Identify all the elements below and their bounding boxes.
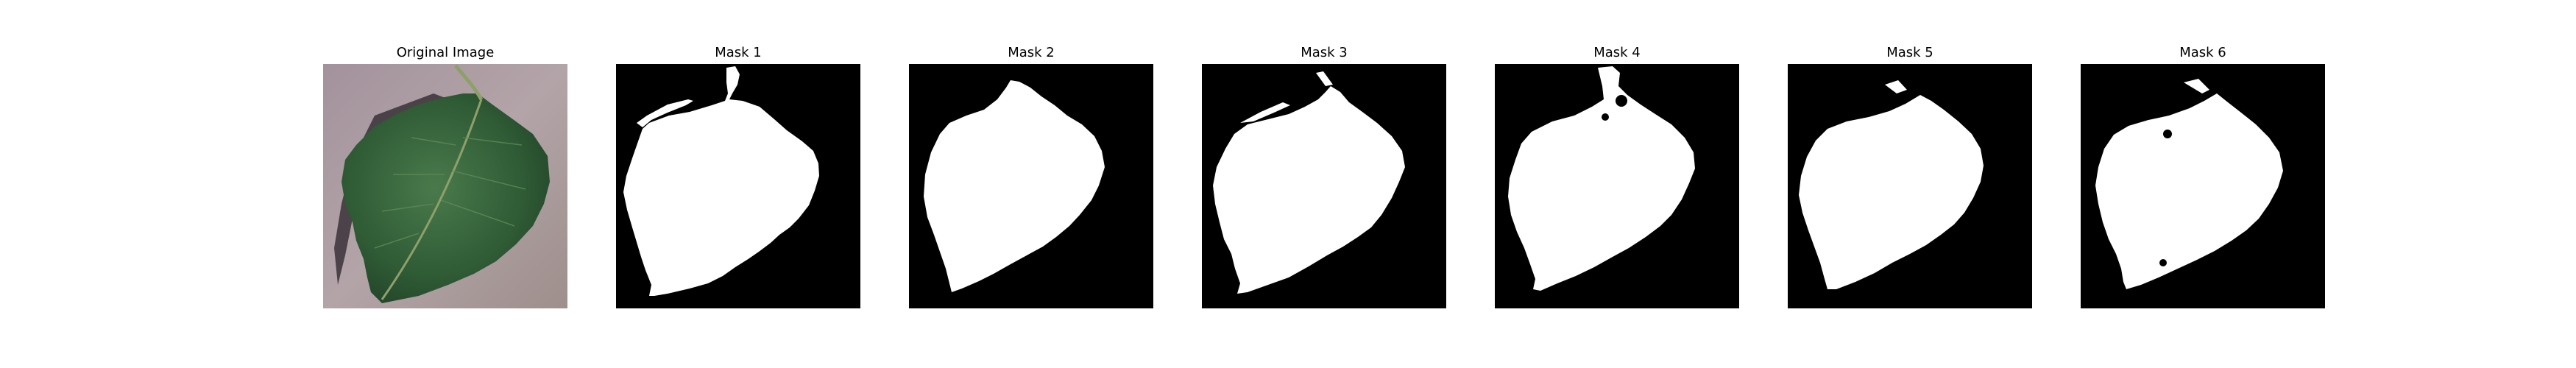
original-image	[323, 64, 567, 308]
panel-title-mask-3: Mask 3	[1301, 45, 1348, 60]
mask-3-shape	[1202, 64, 1446, 308]
mask-1-shape	[616, 64, 860, 308]
mask-6	[2081, 64, 2325, 308]
leaf-photo	[323, 64, 567, 308]
mask-4-shape	[1495, 64, 1739, 308]
mask-5	[1788, 64, 2032, 308]
panel-title-mask-4: Mask 4	[1593, 45, 1641, 60]
panel-title-mask-5: Mask 5	[1886, 45, 1933, 60]
panel-title-mask-6: Mask 6	[2179, 45, 2226, 60]
mask-6-shape	[2081, 64, 2325, 308]
panel-title-original: Original Image	[396, 45, 495, 60]
mask-3	[1202, 64, 1446, 308]
mask-1	[616, 64, 860, 308]
mask-2	[909, 64, 1153, 308]
mask-2-shape	[909, 64, 1153, 308]
mask-4	[1495, 64, 1739, 308]
mask-5-shape	[1788, 64, 2032, 308]
panel-title-mask-1: Mask 1	[715, 45, 762, 60]
panel-title-mask-2: Mask 2	[1008, 45, 1055, 60]
